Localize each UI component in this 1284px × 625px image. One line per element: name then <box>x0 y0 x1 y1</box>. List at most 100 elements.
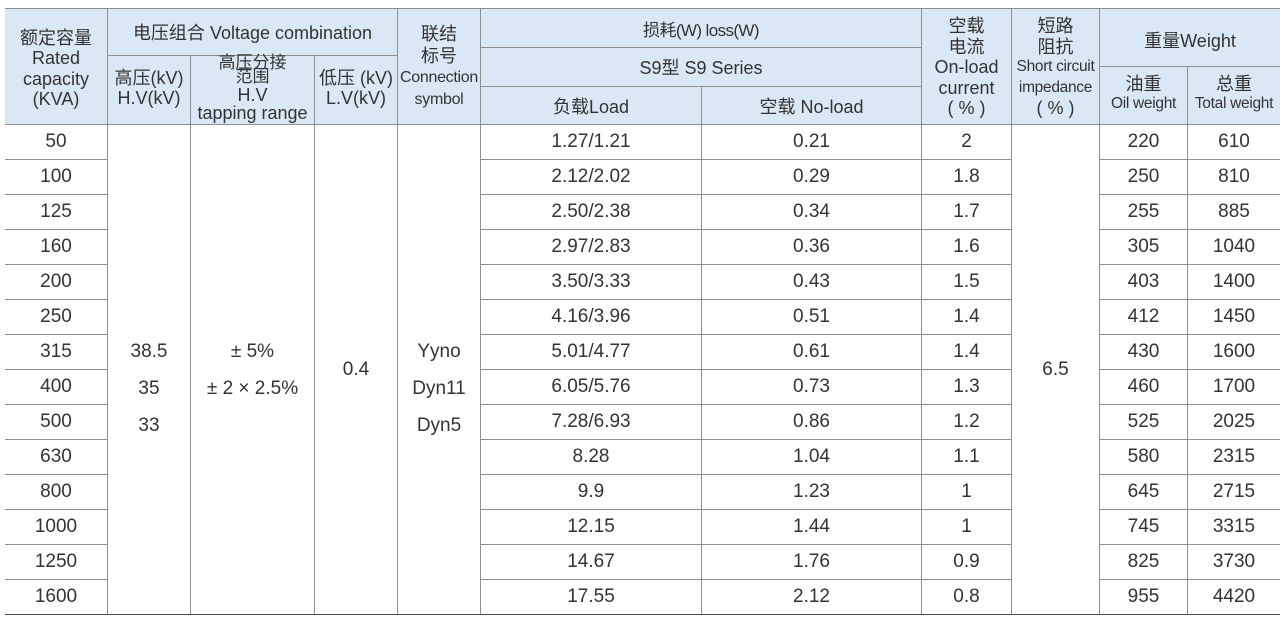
load-loss-cell: 1.27/1.21 <box>481 125 702 160</box>
no-load-loss-cell: 0.21 <box>702 125 922 160</box>
load-loss-cell: 7.28/6.93 <box>481 405 702 440</box>
connection-value: Dyn5 <box>416 415 462 436</box>
no-load-loss-cell: 0.43 <box>702 265 922 300</box>
tapping-range-header: 高压分接 范围 H.V tapping range <box>191 54 315 125</box>
oil-weight-cell: 645 <box>1100 475 1188 510</box>
lv-merged-cell: 0.4 <box>315 125 398 615</box>
no-load-loss-cell: 0.51 <box>702 300 922 335</box>
capacity-cell: 315 <box>5 335 108 370</box>
capacity-cell: 250 <box>5 300 108 335</box>
oil-weight-cell: 525 <box>1100 405 1188 440</box>
oil-weight-cell: 580 <box>1100 440 1188 475</box>
capacity-cell: 800 <box>5 475 108 510</box>
capacity-cell: 400 <box>5 370 108 405</box>
capacity-cell: 100 <box>5 160 108 195</box>
no-load-current-cell: 1.4 <box>922 335 1012 370</box>
capacity-cell: 1600 <box>5 580 108 615</box>
series-header: S9型 S9 Series <box>481 48 922 87</box>
impedance-header-en-2: impedance <box>1018 78 1093 96</box>
oil-weight-cell: 305 <box>1100 230 1188 265</box>
no-load-current-cell: 0.8 <box>922 580 1012 615</box>
total-weight-cell: 1040 <box>1188 230 1280 265</box>
load-loss-header: 负载Load <box>481 87 702 125</box>
connection-value: Dyn11 <box>412 378 466 399</box>
load-loss-cell: 2.97/2.83 <box>481 230 702 265</box>
oil-weight-cell: 255 <box>1100 195 1188 230</box>
tapping-header-en-2: tapping range <box>197 103 308 123</box>
voltage-combination-label: 电压组合 Voltage combination <box>132 23 373 43</box>
no-load-loss-cell: 0.29 <box>702 160 922 195</box>
no-load-loss-cell: 0.73 <box>702 370 922 405</box>
hv-merged-cell: 38.5 35 33 <box>108 125 191 615</box>
no-load-loss-cell: 0.61 <box>702 335 922 370</box>
rated-capacity-header: 额定容量 Rated capacity (KVA) <box>5 8 108 125</box>
total-weight-cell: 1450 <box>1188 300 1280 335</box>
oil-weight-cell: 403 <box>1100 265 1188 300</box>
current-header-en-2: current <box>938 77 995 98</box>
connection-merged-cell: Yyno Dyn11 Dyn5 <box>398 125 481 615</box>
impedance-value: 6.5 <box>1042 358 1069 380</box>
oil-weight-cell: 955 <box>1100 580 1188 615</box>
connection-header-cn-1: 联结 <box>421 23 457 44</box>
load-loss-cell: 9.9 <box>481 475 702 510</box>
connection-header-en-2: symbol <box>414 90 464 108</box>
hv-header: 高压(kV) H.V(kV) <box>108 56 191 125</box>
connection-header-cn-2: 标号 <box>421 45 457 66</box>
total-weight-cell: 4420 <box>1188 580 1280 615</box>
no-load-loss-cell: 0.36 <box>702 230 922 265</box>
oil-weight-header-cn: 油重 <box>1125 74 1162 94</box>
no-load-current-cell: 1.7 <box>922 195 1012 230</box>
capacity-cell: 1000 <box>5 510 108 545</box>
loss-label: 损耗(W) loss(W) <box>643 20 759 40</box>
oil-weight-cell: 250 <box>1100 160 1188 195</box>
load-loss-cell: 3.50/3.33 <box>481 265 702 300</box>
current-header-cn-2: 电流 <box>948 36 985 57</box>
no-load-current-cell: 1.2 <box>922 405 1012 440</box>
capacity-cell: 125 <box>5 195 108 230</box>
total-weight-cell: 1600 <box>1188 335 1280 370</box>
oil-weight-cell: 220 <box>1100 125 1188 160</box>
total-weight-cell: 610 <box>1188 125 1280 160</box>
no-load-loss-cell: 0.86 <box>702 405 922 440</box>
lv-header: 低压 (kV) L.V(kV) <box>315 56 398 125</box>
total-weight-cell: 1700 <box>1188 370 1280 405</box>
no-load-current-cell: 2 <box>922 125 1012 160</box>
rated-capacity-header-cn: 额定容量 <box>20 27 92 48</box>
no-load-current-cell: 1.5 <box>922 265 1012 300</box>
impedance-header-unit: ( % ) <box>1036 98 1075 119</box>
series-label: S9型 S9 Series <box>639 58 763 78</box>
tapping-value: ± 5% <box>230 341 275 362</box>
total-weight-cell: 3730 <box>1188 545 1280 580</box>
no-load-loss-label: 空载 No-load <box>759 96 864 117</box>
lv-value: 0.4 <box>342 358 370 380</box>
capacity-cell: 500 <box>5 405 108 440</box>
hv-header-cn: 高压(kV) <box>114 68 184 88</box>
load-loss-cell: 17.55 <box>481 580 702 615</box>
no-load-loss-cell: 0.34 <box>702 195 922 230</box>
no-load-current-cell: 1 <box>922 475 1012 510</box>
load-loss-cell: 2.12/2.02 <box>481 160 702 195</box>
load-loss-cell: 4.16/3.96 <box>481 300 702 335</box>
oil-weight-cell: 412 <box>1100 300 1188 335</box>
no-load-current-cell: 1.6 <box>922 230 1012 265</box>
no-load-loss-cell: 1.04 <box>702 440 922 475</box>
impedance-header: 短路 阻抗 Short circuit impedance ( % ) <box>1012 8 1100 125</box>
total-weight-header: 总重 Total weight <box>1188 67 1280 125</box>
load-loss-cell: 12.15 <box>481 510 702 545</box>
total-weight-header-cn: 总重 <box>1216 74 1252 94</box>
total-weight-cell: 3315 <box>1188 510 1280 545</box>
hv-value: 35 <box>138 378 160 399</box>
current-header-unit: ( % ) <box>947 98 986 119</box>
oil-weight-cell: 745 <box>1100 510 1188 545</box>
data-grid: 38.5 35 33 ± 5% ± 2 × 2.5% 0.4 Yyno Dyn1… <box>5 125 1280 615</box>
tapping-value: ± 2 × 2.5% <box>206 378 299 399</box>
oil-weight-cell: 460 <box>1100 370 1188 405</box>
oil-weight-header-en: Oil weight <box>1110 95 1177 112</box>
no-load-current-cell: 1 <box>922 510 1012 545</box>
no-load-loss-header: 空载 No-load <box>702 87 922 125</box>
total-weight-cell: 810 <box>1188 160 1280 195</box>
load-loss-cell: 8.28 <box>481 440 702 475</box>
loss-header: 损耗(W) loss(W) <box>481 8 922 48</box>
impedance-header-cn-2: 阻抗 <box>1037 36 1074 57</box>
